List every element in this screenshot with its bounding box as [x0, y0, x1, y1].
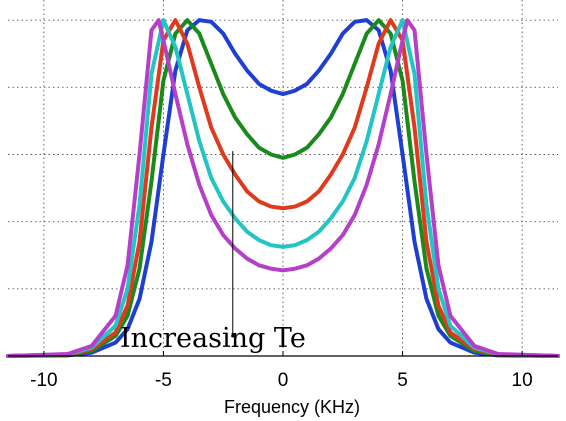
series-line-2	[6, 18, 560, 358]
x-axis-ticks	[43, 351, 523, 356]
series-line-5	[6, 18, 560, 358]
x-tick-label-4: 10	[512, 370, 533, 391]
series-line-1	[6, 18, 560, 358]
x-axis-tick-labels: -10 -5 0 5 10	[30, 370, 533, 391]
annotation-arrow-tail	[231, 334, 235, 338]
grid	[8, 0, 558, 356]
x-tick-label-1: -5	[155, 370, 172, 391]
x-tick-label-0: -10	[30, 370, 57, 391]
series-line-3	[6, 18, 560, 358]
x-tick-label-2: 0	[278, 370, 289, 391]
series-group	[6, 18, 560, 358]
x-axis-label: Frequency (KHz)	[224, 397, 360, 417]
series-line-4	[6, 18, 560, 358]
annotation-text: Increasing Te	[120, 323, 306, 354]
x-tick-label-3: 5	[397, 370, 408, 391]
